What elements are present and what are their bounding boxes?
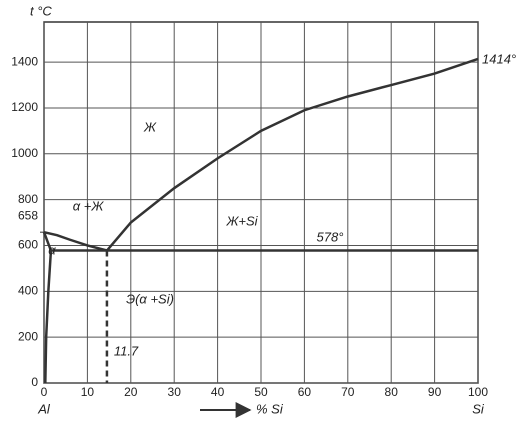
annotation: Э(α +Si) [126, 291, 174, 306]
phase-line [105, 57, 479, 252]
phase-line [43, 230, 108, 252]
x-tick-label: 100 [468, 385, 488, 399]
x-tick-label: 60 [298, 385, 312, 399]
y-tick-label: 1200 [11, 100, 38, 114]
annotation: 1414° [482, 51, 516, 66]
y-tick-label: 200 [18, 329, 38, 343]
y-tick-label: 0 [31, 375, 38, 389]
y-tick-label: 800 [18, 192, 38, 206]
annotation: Ж+Si [225, 213, 258, 228]
x-tick-label: 90 [428, 385, 442, 399]
x-tick-label: 30 [168, 385, 182, 399]
x-tick-label: 50 [254, 385, 268, 399]
x-axis-label: % Si [256, 401, 284, 416]
annotation: α [48, 242, 56, 257]
x-right-label: Si [472, 401, 485, 416]
y-tick-label: 1000 [11, 146, 38, 160]
annotation: α +Ж [73, 198, 105, 213]
phase-line [42, 231, 53, 251]
x-tick-label: 40 [211, 385, 225, 399]
y-tick-label: 658 [18, 208, 38, 222]
y-tick-label: 400 [18, 283, 38, 297]
y-axis-label: t °C [30, 3, 52, 18]
annotation: Ж [143, 119, 157, 134]
x-left-label: Al [37, 401, 51, 416]
x-tick-label: 0 [41, 385, 48, 399]
annotation: 578° [317, 229, 344, 244]
x-tick-label: 70 [341, 385, 355, 399]
x-tick-label: 80 [385, 385, 399, 399]
x-tick-label: 20 [124, 385, 138, 399]
y-tick-label: 600 [18, 238, 38, 252]
phase-line [44, 250, 53, 384]
x-tick-label: 10 [81, 385, 95, 399]
annotation: 11.7 [114, 343, 139, 358]
y-tick-label: 1400 [11, 54, 38, 68]
